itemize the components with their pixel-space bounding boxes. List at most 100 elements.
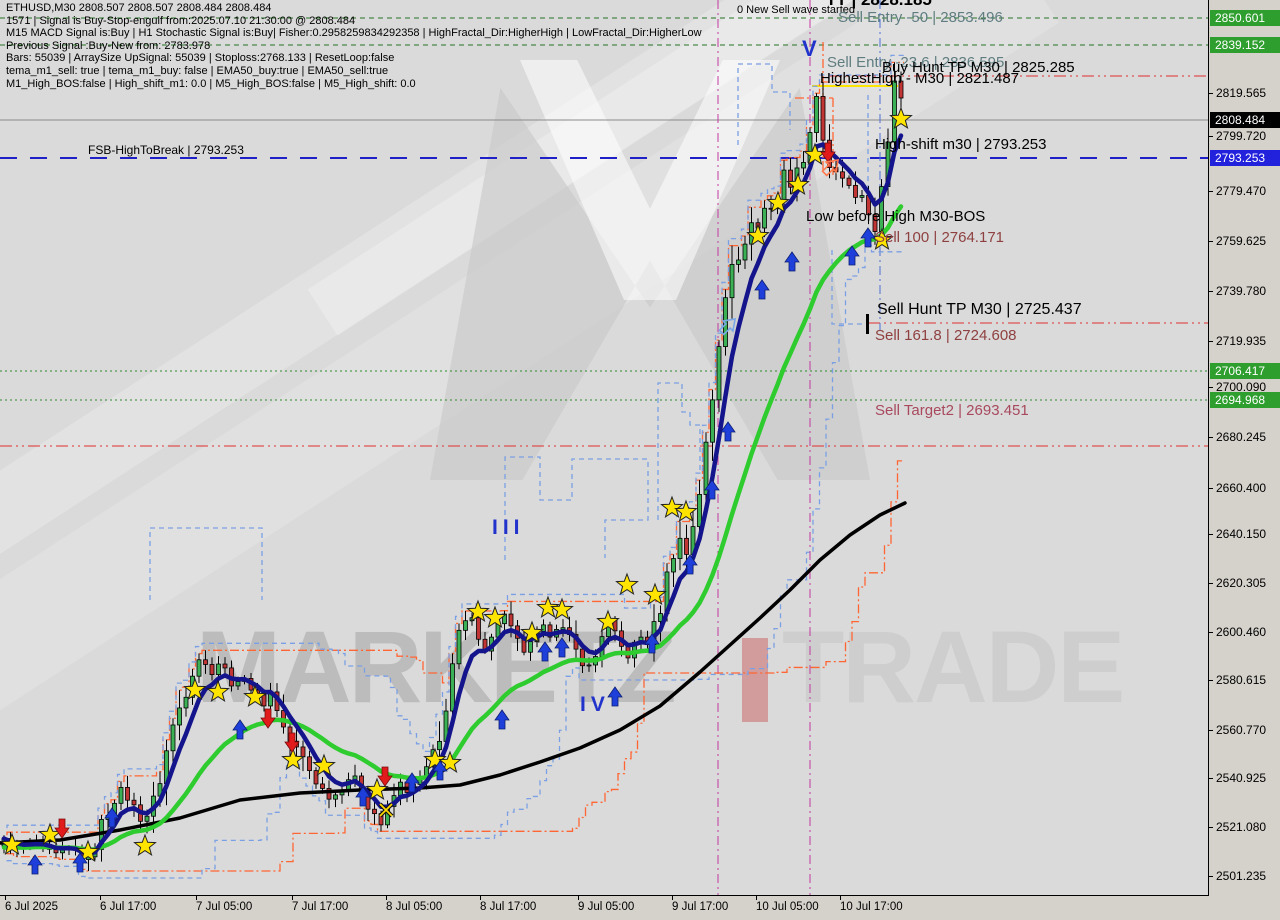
candle-body bbox=[209, 664, 215, 676]
candle-body bbox=[333, 794, 338, 800]
buy-signal-star-icon bbox=[438, 750, 462, 774]
candle-body bbox=[528, 641, 533, 653]
buy-signal-star-icon bbox=[423, 747, 447, 771]
candle-body bbox=[872, 214, 878, 232]
price-axis[interactable]: 2819.565 2799.720 2779.470 2759.625 2739.780… bbox=[1207, 0, 1280, 895]
info-line-4: Previous Signal :Buy-New from: 2783.978 bbox=[6, 39, 211, 52]
time-tick: 7 Jul 17:00 bbox=[292, 896, 349, 913]
up-arrow-icon bbox=[404, 772, 420, 793]
price-tick: 2759.625 bbox=[1207, 234, 1266, 248]
price-tick: 2680.245 bbox=[1207, 430, 1266, 444]
candle-body bbox=[326, 788, 332, 800]
up-arrow-icon bbox=[844, 245, 860, 266]
time-tick: 9 Jul 17:00 bbox=[672, 896, 729, 913]
candle-body bbox=[703, 441, 709, 495]
price-tick: 2779.470 bbox=[1207, 184, 1266, 198]
down-arrow-icon bbox=[377, 766, 393, 787]
up-arrow-icon bbox=[754, 279, 770, 300]
price-badge: 2706.417 bbox=[1210, 363, 1280, 379]
time-tick: 10 Jul 17:00 bbox=[840, 896, 903, 913]
candle-body bbox=[840, 171, 845, 179]
up-arrow-icon bbox=[355, 786, 371, 807]
candle-body bbox=[898, 80, 904, 99]
chart-plot-area[interactable]: MARKETZ TRADE 0 New Sell wave startedTT … bbox=[0, 0, 1209, 896]
candle-body bbox=[658, 613, 663, 622]
candle-body bbox=[365, 796, 371, 810]
up-arrow-icon bbox=[720, 421, 736, 442]
down-arrow-icon bbox=[820, 142, 836, 163]
candle-body bbox=[762, 207, 767, 229]
down-arrow-icon bbox=[54, 818, 70, 839]
indicator-info-block: ETHUSD,M30 2808.507 2808.507 2808.484 28… bbox=[6, 2, 702, 90]
buy-signal-star-icon bbox=[243, 684, 267, 708]
up-arrow-icon bbox=[644, 633, 660, 654]
candle-body bbox=[677, 537, 683, 559]
blue-channel-line bbox=[6, 244, 904, 879]
candle-body bbox=[892, 80, 897, 143]
candle-body bbox=[261, 694, 267, 707]
info-line-1: ETHUSD,M30 2808.507 2808.507 2808.484 28… bbox=[6, 2, 272, 14]
candle-body bbox=[313, 770, 319, 785]
candle-body bbox=[222, 663, 228, 669]
price-badge: 2808.484 bbox=[1210, 112, 1280, 128]
candle-body bbox=[450, 663, 455, 712]
blue-channel-line bbox=[6, 54, 904, 829]
up-arrow-icon bbox=[682, 554, 698, 575]
price-tick: 2700.090 bbox=[1207, 380, 1266, 394]
candle-body bbox=[846, 177, 852, 186]
price-badge: 2793.253 bbox=[1210, 150, 1280, 166]
time-tick: 7 Jul 05:00 bbox=[196, 896, 253, 913]
price-tick: 2501.235 bbox=[1207, 869, 1266, 883]
candle-body bbox=[170, 724, 176, 752]
price-tick: 2819.565 bbox=[1207, 86, 1266, 100]
buy-signal-star-icon bbox=[183, 677, 207, 701]
price-tick: 2799.720 bbox=[1207, 129, 1266, 143]
price-tick: 2560.770 bbox=[1207, 723, 1266, 737]
time-tick: 6 Jul 2025 bbox=[5, 896, 59, 913]
price-tick: 2719.935 bbox=[1207, 334, 1266, 348]
candle-body bbox=[307, 756, 312, 772]
buy-signal-star-icon bbox=[466, 599, 490, 623]
candle-body bbox=[118, 787, 124, 804]
buy-signal-star-icon bbox=[520, 620, 544, 644]
candle-body bbox=[736, 259, 741, 265]
ma-slow-black-line bbox=[0, 501, 907, 845]
time-tick: 8 Jul 17:00 bbox=[480, 896, 537, 913]
up-arrow-icon bbox=[704, 479, 720, 500]
buy-signal-star-icon bbox=[281, 747, 305, 771]
up-arrow-icon bbox=[104, 807, 120, 828]
price-tick: 2620.305 bbox=[1207, 576, 1266, 590]
candle-body bbox=[716, 346, 722, 401]
info-line-7: M1_High_BOS:false | High_shift_m1: 0.0 |… bbox=[6, 77, 416, 90]
info-line-6: tema_m1_sell: true | tema_m1_buy: false … bbox=[6, 64, 389, 77]
ma-mid-green-line bbox=[1, 204, 904, 852]
info-line-3: M15 MACD Signal is:Buy | H1 Stochastic S… bbox=[6, 27, 702, 40]
buy-signal-star-icon bbox=[312, 753, 336, 777]
candle-body bbox=[463, 620, 468, 631]
buy-signal-star-icon bbox=[536, 595, 560, 619]
blue-channel-line bbox=[657, 382, 701, 520]
outline-arrow-icon bbox=[718, 317, 737, 336]
candle-body bbox=[125, 787, 130, 801]
chart-canvas[interactable] bbox=[0, 0, 1208, 895]
buy-signal-star-icon bbox=[660, 495, 684, 519]
candle-body bbox=[853, 184, 858, 198]
candle-body bbox=[859, 195, 865, 198]
ma-fast-navy-line bbox=[1, 133, 904, 856]
up-arrow-icon bbox=[494, 709, 510, 730]
buy-signal-star-icon bbox=[550, 597, 574, 621]
candle-body bbox=[131, 799, 137, 806]
time-tick: 6 Jul 17:00 bbox=[100, 896, 157, 913]
level-tick-mark bbox=[866, 314, 869, 334]
candle-body bbox=[144, 815, 150, 822]
candle-body bbox=[320, 783, 325, 789]
buy-signal-star-icon bbox=[674, 499, 698, 523]
time-axis[interactable]: 6 Jul 2025 6 Jul 17:00 7 Jul 05:00 7 Jul 17… bbox=[0, 896, 1208, 920]
candle-body bbox=[580, 648, 585, 667]
candle-body bbox=[437, 740, 442, 751]
candle-body bbox=[684, 537, 689, 555]
candle-body bbox=[729, 263, 735, 299]
price-tick: 2540.925 bbox=[1207, 771, 1266, 785]
price-tick: 2580.615 bbox=[1207, 673, 1266, 687]
